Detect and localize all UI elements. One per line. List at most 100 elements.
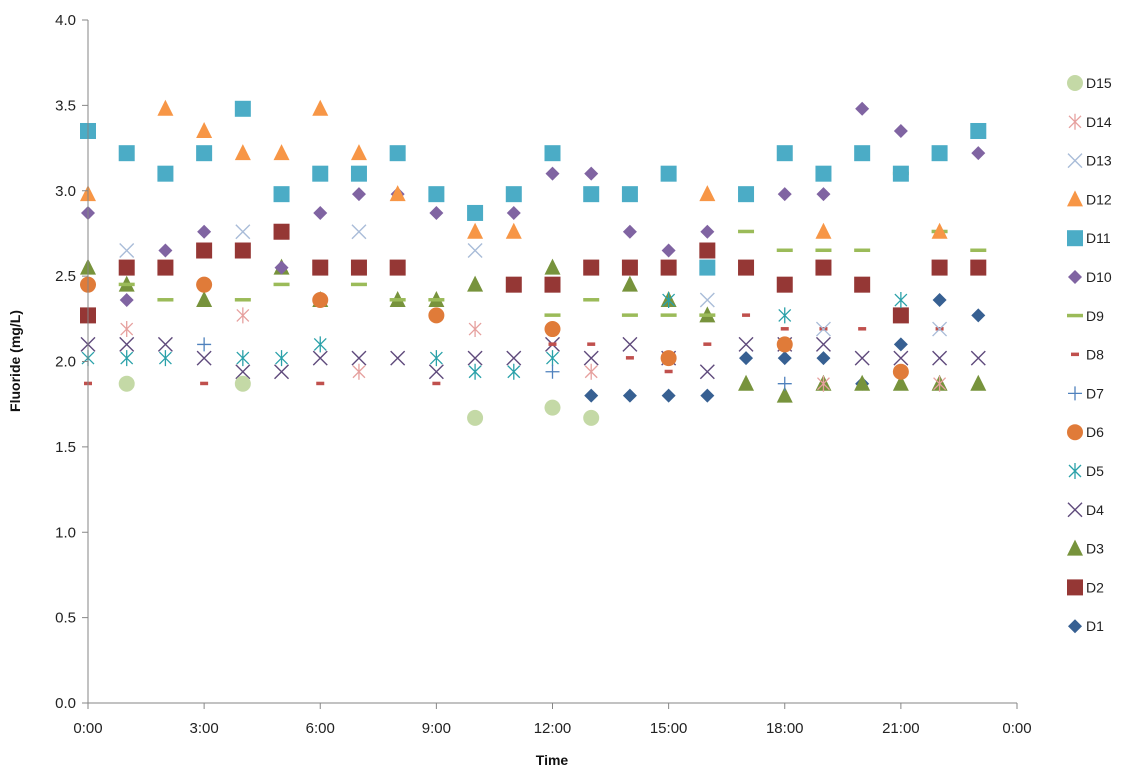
- series-d6: [80, 276, 909, 380]
- data-point-d11: [892, 165, 909, 182]
- data-point-d11: [621, 186, 638, 203]
- data-point-d11: [660, 165, 677, 182]
- x-tick-label: 18:00: [766, 720, 804, 737]
- data-point-d8: [664, 369, 673, 374]
- series-d14: [120, 307, 947, 392]
- data-point-d9: [157, 298, 174, 302]
- data-point-d12: [815, 222, 832, 239]
- data-point-d4: [970, 350, 986, 366]
- plot-area: [80, 99, 987, 426]
- data-point-d9: [970, 248, 987, 253]
- data-point-d6: [196, 276, 213, 293]
- data-point-d3: [621, 275, 638, 292]
- data-point-d1: [971, 308, 986, 323]
- data-point-d12: [157, 99, 174, 116]
- data-point-d13: [119, 243, 135, 259]
- data-point-d11: [583, 186, 600, 203]
- data-point-d11: [738, 186, 755, 203]
- legend-marker-d14: [1068, 113, 1082, 130]
- data-point-d7: [545, 364, 560, 379]
- data-point-d5: [778, 307, 792, 324]
- series-d3: [80, 258, 987, 403]
- y-tick-label: 0.0: [55, 695, 76, 712]
- data-point-d9: [776, 248, 793, 253]
- y-tick-label: 3.5: [55, 97, 76, 114]
- legend-label: D5: [1086, 463, 1104, 479]
- data-point-d5: [468, 363, 482, 380]
- legend-label: D9: [1086, 308, 1104, 324]
- data-point-d4: [119, 336, 135, 352]
- data-point-d10: [274, 260, 289, 275]
- data-point-d2: [273, 223, 290, 240]
- data-point-d14: [584, 363, 598, 380]
- x-tick-label: 6:00: [306, 720, 335, 737]
- data-point-d2: [699, 242, 716, 259]
- data-point-d4: [699, 364, 715, 380]
- data-point-d8: [625, 356, 634, 360]
- data-point-d13: [235, 224, 251, 240]
- y-axis-ticks: 0.0 0.5 1.0 1.5 2.0 2.5 3.0 3.5 4.0: [55, 12, 88, 712]
- data-point-d1: [661, 388, 676, 403]
- data-point-d8: [432, 381, 441, 386]
- data-point-d9: [234, 298, 251, 302]
- series-d4: [80, 336, 986, 380]
- data-point-d5: [313, 336, 327, 353]
- data-point-d14: [352, 363, 366, 380]
- x-tick-label: 0:00: [73, 720, 102, 737]
- y-tick-label: 0.5: [55, 610, 76, 627]
- legend-marker-d5: [1068, 463, 1082, 479]
- data-point-d4: [235, 364, 251, 380]
- data-point-d6: [776, 336, 793, 353]
- data-point-d5: [894, 292, 908, 309]
- data-point-d4: [893, 350, 909, 366]
- data-point-d4: [157, 336, 173, 352]
- data-point-d4: [351, 350, 367, 366]
- data-point-d10: [893, 123, 908, 138]
- x-tick-label: 0:00: [1002, 720, 1031, 737]
- legend-marker-d6: [1067, 424, 1083, 441]
- data-point-d11: [312, 165, 329, 182]
- data-point-d12: [467, 222, 484, 239]
- data-point-d14: [236, 307, 250, 324]
- data-point-d5: [429, 350, 443, 367]
- legend-marker-d3: [1067, 539, 1083, 556]
- data-point-d2: [583, 259, 600, 276]
- data-point-d11: [776, 145, 793, 162]
- data-point-d14: [120, 321, 134, 338]
- legend-label: D4: [1086, 502, 1104, 518]
- legend-marker-d4: [1067, 502, 1083, 518]
- data-point-d5: [236, 350, 250, 367]
- data-point-d10: [622, 224, 637, 239]
- data-point-d10: [661, 243, 676, 258]
- series-d11: [80, 100, 987, 276]
- data-point-d11: [544, 145, 561, 162]
- data-point-d9: [738, 229, 755, 234]
- series-d7: [197, 337, 792, 391]
- data-point-d1: [739, 351, 754, 366]
- legend: D15 D14 D13 D12 D11 D10 D9 D8 D7 D6 D5 D4 D3 D2 D1: [1067, 75, 1112, 634]
- y-tick-label: 1.5: [55, 439, 76, 456]
- data-point-d14: [816, 375, 830, 392]
- series-d10: [81, 101, 986, 308]
- legend-item-d5: D5: [1068, 463, 1104, 479]
- data-point-d8: [703, 342, 712, 346]
- data-point-d9: [660, 313, 677, 317]
- legend-item-d7: D7: [1068, 385, 1104, 401]
- data-point-d8: [316, 381, 325, 386]
- data-point-d5: [158, 350, 172, 367]
- data-point-d11: [196, 145, 213, 162]
- data-point-d2: [970, 259, 987, 276]
- data-point-d11: [389, 145, 406, 162]
- legend-label: D3: [1086, 541, 1104, 557]
- data-point-d3: [776, 386, 793, 403]
- data-point-d10: [816, 187, 831, 202]
- data-point-d10: [313, 205, 328, 220]
- data-point-d2: [389, 259, 406, 276]
- data-point-d10: [700, 224, 715, 239]
- legend-marker-d8: [1071, 352, 1079, 357]
- data-point-d2: [544, 276, 561, 293]
- legend-label: D10: [1086, 269, 1112, 285]
- data-point-d10: [119, 293, 134, 308]
- data-point-d11: [273, 186, 290, 203]
- data-point-d4: [274, 364, 290, 380]
